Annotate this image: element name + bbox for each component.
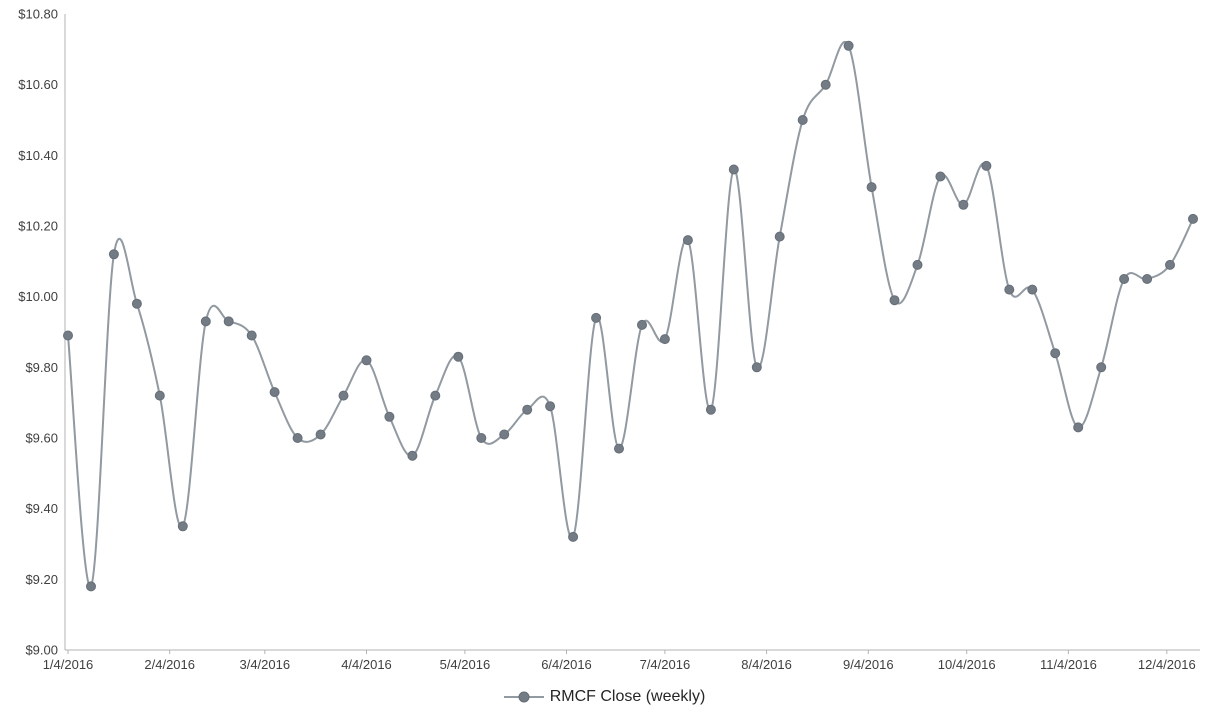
data-point-marker: [935, 171, 946, 182]
x-axis-label: 12/4/2016: [1138, 657, 1196, 672]
series-line: [67, 41, 1194, 588]
y-axis-label: $9.80: [25, 360, 58, 375]
x-axis-label: 7/4/2016: [640, 657, 691, 672]
data-point-marker: [1188, 213, 1198, 224]
legend-marker-icon: [503, 691, 544, 703]
data-point-marker: [246, 330, 257, 341]
x-axis-label: 4/4/2016: [341, 657, 392, 672]
data-point-marker: [568, 531, 579, 542]
y-axis-label: $10.60: [18, 77, 58, 92]
data-point-marker: [63, 330, 73, 341]
data-point-marker: [1027, 284, 1038, 295]
data-point-marker: [108, 249, 119, 260]
data-point-marker: [545, 401, 556, 412]
data-point-marker: [200, 316, 211, 327]
x-axis-label: 8/4/2016: [741, 657, 792, 672]
data-point-marker: [338, 390, 349, 401]
y-axis-label: $10.00: [18, 289, 58, 304]
data-point-marker: [315, 429, 326, 440]
data-point-marker: [361, 355, 372, 366]
data-point-marker: [499, 429, 510, 440]
data-point-marker: [659, 334, 670, 345]
legend: RMCF Close (weekly): [0, 688, 1209, 706]
data-point-marker: [889, 295, 900, 306]
data-point-marker: [1165, 259, 1175, 270]
data-point-marker: [1142, 274, 1153, 284]
y-axis-label: $9.60: [25, 431, 58, 446]
data-point-marker: [384, 411, 395, 422]
data-point-marker: [637, 319, 647, 330]
data-point-marker: [430, 390, 441, 401]
data-point-marker: [269, 387, 280, 398]
data-point-marker: [1073, 422, 1084, 433]
data-point-marker: [1004, 284, 1015, 295]
data-point-marker: [912, 259, 923, 270]
y-axis-label: $9.40: [25, 501, 58, 516]
data-point-marker: [86, 581, 96, 592]
data-point-marker: [522, 404, 533, 415]
y-axis-label: $9.20: [25, 572, 58, 587]
x-axis-label: 9/4/2016: [843, 657, 894, 672]
x-axis-label: 10/4/2016: [938, 657, 996, 672]
x-axis-label: 11/4/2016: [1040, 657, 1097, 672]
data-point-marker: [292, 433, 303, 443]
x-axis-label: 6/4/2016: [541, 657, 592, 672]
data-point-marker: [728, 164, 739, 175]
data-point-marker: [177, 521, 188, 532]
legend-label: RMCF Close (weekly): [549, 688, 706, 705]
x-axis-label: 5/4/2016: [440, 657, 491, 672]
data-point-marker: [1119, 274, 1130, 284]
y-axis-label: $9.00: [25, 643, 58, 658]
data-point-marker: [1096, 362, 1107, 373]
data-point-marker: [981, 160, 992, 171]
chart-canvas: $9.00 $9.20 $9.40 $9.60 $9.80 $10.00 $10.20 $10…: [18, 7, 1200, 672]
y-axis-label: $10.80: [18, 7, 58, 22]
data-point-marker: [682, 235, 693, 246]
data-point-marker: [705, 404, 716, 415]
data-point-marker: [958, 199, 969, 210]
y-axis-label: $10.20: [18, 219, 58, 234]
data-point-marker: [751, 362, 762, 373]
x-axis-label: 3/4/2016: [239, 657, 290, 672]
data-point-marker: [591, 312, 602, 323]
data-point-marker: [154, 390, 165, 401]
data-point-marker: [843, 40, 854, 51]
x-axis-label: 2/4/2016: [144, 657, 195, 672]
data-point-marker: [407, 450, 418, 461]
data-point-marker: [223, 316, 234, 327]
data-point-marker: [614, 443, 624, 454]
data-point-marker: [866, 182, 877, 193]
data-point-marker: [820, 79, 831, 90]
data-point-marker: [131, 298, 142, 309]
data-point-marker: [1050, 348, 1061, 359]
x-axis-label: 1/4/2016: [43, 657, 94, 672]
data-point-marker: [476, 433, 487, 443]
data-point-marker: [774, 231, 785, 242]
y-axis-label: $10.40: [18, 148, 58, 163]
legend-marker: [518, 691, 530, 703]
data-point-marker: [453, 351, 464, 362]
data-point-marker: [797, 115, 808, 125]
